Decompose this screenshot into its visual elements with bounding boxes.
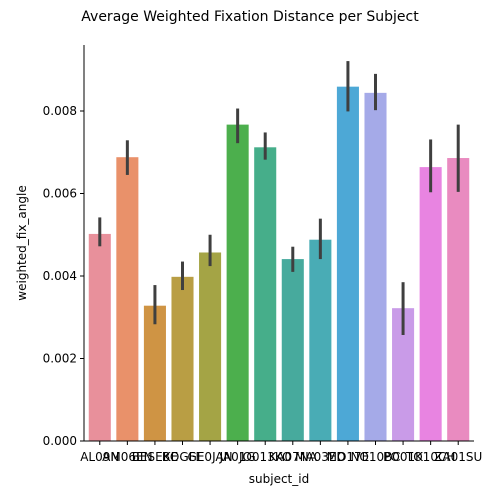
y-tick-label: 0.008	[43, 104, 77, 118]
x-tick-label: MO17E	[327, 450, 370, 464]
x-tick-label: JO013KO	[238, 450, 292, 464]
bar-mo17e	[336, 86, 359, 441]
x-tick-label: NO10BC	[350, 450, 400, 464]
bar-beseke	[143, 305, 166, 441]
bars	[88, 86, 470, 442]
x-tick-label: JA01G	[219, 450, 256, 464]
bar-bogfe	[171, 276, 194, 441]
x-ticks: AL09NAM06ENBESEKEBOGFEGE0JANJA01GJO013KO…	[80, 441, 482, 464]
bar-ja01g	[226, 124, 249, 442]
error-bars	[98, 61, 460, 335]
y-tick-label: 0.000	[43, 434, 77, 448]
x-tick-label: AL09N	[80, 450, 119, 464]
bar-jo013ko	[254, 147, 277, 442]
bar-am06en	[116, 157, 139, 441]
x-tick-label: KA07NA	[269, 450, 318, 464]
x-tick-label: BOGFE	[162, 450, 203, 464]
bar-ma03ed	[309, 239, 332, 441]
x-tick-label: BESEKE	[132, 450, 178, 464]
y-tick-label: 0.004	[43, 269, 77, 283]
x-tick-label: PO01K	[383, 450, 424, 464]
bar-to10ch	[419, 167, 442, 441]
bar-ka07na	[281, 259, 304, 441]
y-tick-label: 0.006	[43, 187, 77, 201]
x-tick-label: GE0JAN	[188, 450, 233, 464]
chart-title: Average Weighted Fixation Distance per S…	[81, 9, 419, 25]
x-axis-label: subject_id	[249, 472, 309, 486]
x-tick-label: TO10CH	[405, 450, 455, 464]
y-axis-label: weighted_fix_angle	[15, 185, 29, 300]
bar-ge0jan	[199, 252, 222, 441]
bar-po01k	[392, 308, 415, 441]
bar-al09n	[88, 233, 111, 441]
bar-za01su	[447, 158, 470, 441]
y-tick-label: 0.002	[43, 352, 77, 366]
x-tick-label: AM06EN	[102, 450, 152, 464]
y-ticks: 0.000 0.002 0.004 0.006 0.008	[43, 104, 84, 448]
x-tick-label: ZA01SU	[434, 450, 482, 464]
bar-no10bc	[364, 92, 387, 441]
x-tick-label: MA03ED	[295, 450, 346, 464]
